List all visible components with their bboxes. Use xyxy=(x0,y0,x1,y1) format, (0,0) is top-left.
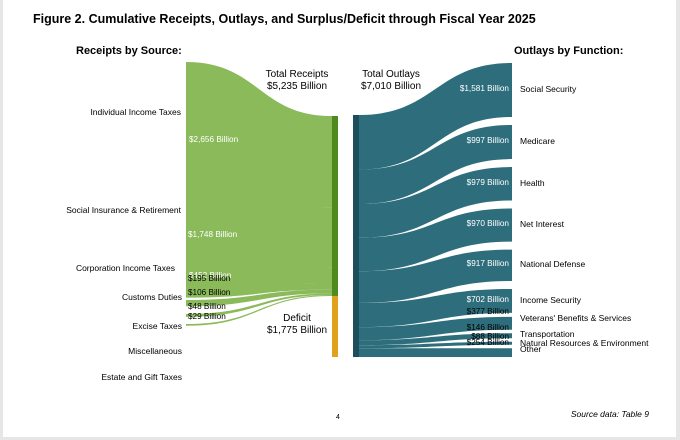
deficit-value: $1,775 Billion xyxy=(266,325,328,336)
total-receipts-node xyxy=(332,116,338,296)
outlay-label-medicare: Medicare xyxy=(520,136,555,147)
outlay-value-income-security: $702 Billion xyxy=(466,294,509,304)
outlay-flow-other xyxy=(359,348,512,358)
outlay-flow-national-defense xyxy=(359,249,512,303)
receipt-flow-customs-duties xyxy=(186,282,332,298)
outlays-header: Outlays by Function: xyxy=(514,45,624,57)
receipt-value-customs-duties: $195 Billion xyxy=(188,274,231,283)
receipts-header: Receipts by Source: xyxy=(76,45,182,57)
outlay-label-income-security: Income Security xyxy=(520,294,581,305)
outlay-label-other: Other xyxy=(520,344,542,355)
receipt-label-corporation-income-taxes: Corporation Income Taxes xyxy=(75,263,175,273)
receipt-flow-social-insurance-retirement xyxy=(186,184,332,288)
outlay-label-veterans-benefits: Veterans' Benefits & Services xyxy=(520,312,632,323)
outlay-value-transportation: $146 Billion xyxy=(466,323,509,333)
outlay-flow-net-interest xyxy=(359,208,512,272)
receipt-label-miscellaneous: Miscellaneous xyxy=(128,346,182,356)
page-edge-bottom xyxy=(0,437,680,440)
outlay-value-net-interest: $970 Billion xyxy=(466,219,509,229)
deficit-node xyxy=(332,295,338,357)
receipt-value-estate-and-gift-taxes: $29 Billion xyxy=(188,312,226,321)
page-edge-left xyxy=(0,0,3,440)
outlay-label-social-security: Social Security xyxy=(520,84,577,94)
receipt-flow-corporation-income-taxes xyxy=(186,264,332,291)
outlay-flow-natural-resources-environment xyxy=(359,341,512,349)
total-outlays-label: Total Outlays $7,010 Billion xyxy=(355,69,427,93)
outlay-value-other: $254 Billion xyxy=(466,338,509,348)
receipt-value-excise-taxes: $106 Billion xyxy=(188,288,231,297)
outlay-flow-social-security xyxy=(359,63,512,170)
deficit-title: Deficit xyxy=(283,313,311,324)
total-receipts-value: $5,235 Billion xyxy=(266,81,328,92)
receipt-label-customs-duties: Customs Duties xyxy=(122,292,182,302)
receipt-label-estate-and-gift-taxes: Estate and Gift Taxes xyxy=(101,372,182,382)
receipt-flow-individual-income-taxes xyxy=(186,62,332,220)
outlay-label-health: Health xyxy=(520,177,545,188)
receipt-flow-excise-taxes xyxy=(186,289,332,307)
source-note: Source data: Table 9 xyxy=(570,409,649,419)
outlay-label-natural-resources: Natural Resources & Environment xyxy=(520,337,649,348)
receipt-value-corporation-income-taxes: $452 Billion xyxy=(189,271,232,281)
figure-title: Figure 2. Cumulative Receipts, Outlays, … xyxy=(33,12,536,26)
outlay-flow-medicare xyxy=(359,125,512,204)
receipt-flow-miscellaneous xyxy=(186,293,332,317)
receipt-label-individual-income-taxes: Individual Income Taxes xyxy=(90,107,181,117)
outlay-label-net-interest: Net Interest xyxy=(520,219,564,230)
total-outlays-value: $7,010 Billion xyxy=(360,81,422,92)
outlay-flow-transportation xyxy=(359,333,512,346)
outlay-value-social-security: $1,581 Billion xyxy=(459,84,509,93)
outlay-label-national-defense: National Defense xyxy=(520,259,586,270)
receipt-value-individual-income-taxes: $2,656 Billion xyxy=(189,135,239,144)
outlay-flow-health xyxy=(359,167,512,238)
outlay-label-transportation: Transportation xyxy=(520,329,575,340)
total-receipts-title: Total Receipts xyxy=(265,69,329,80)
outlay-value-health: $979 Billion xyxy=(466,177,509,187)
page-edge-right xyxy=(676,0,680,440)
outlay-value-veterans-benefits: $377 Billion xyxy=(466,306,509,316)
total-outlays-node xyxy=(353,115,359,358)
receipt-value-miscellaneous: $48 Billion xyxy=(188,302,226,311)
outlay-value-national-defense: $917 Billion xyxy=(466,259,509,269)
receipt-label-excise-taxes: Excise Taxes xyxy=(132,321,182,331)
total-outlays-title: Total Outlays xyxy=(362,69,420,80)
outlay-flow-income-security xyxy=(359,288,512,328)
deficit-label: Deficit $1,775 Billion xyxy=(262,313,332,337)
page-number: 4 xyxy=(336,414,340,421)
outlay-value-natural-resources: $88 Billion xyxy=(471,331,509,341)
total-receipts-label: Total Receipts $5,235 Billion xyxy=(261,69,333,93)
outlay-flow-veterans-benefits-services xyxy=(359,316,512,341)
outlay-value-medicare: $997 Billion xyxy=(466,136,509,146)
receipt-label-social-insurance: Social Insurance & Retirement xyxy=(66,205,181,215)
receipt-value-social-insurance: $1,748 Billion xyxy=(188,229,238,239)
receipt-flow-estate-and-gift-taxes xyxy=(186,294,332,326)
